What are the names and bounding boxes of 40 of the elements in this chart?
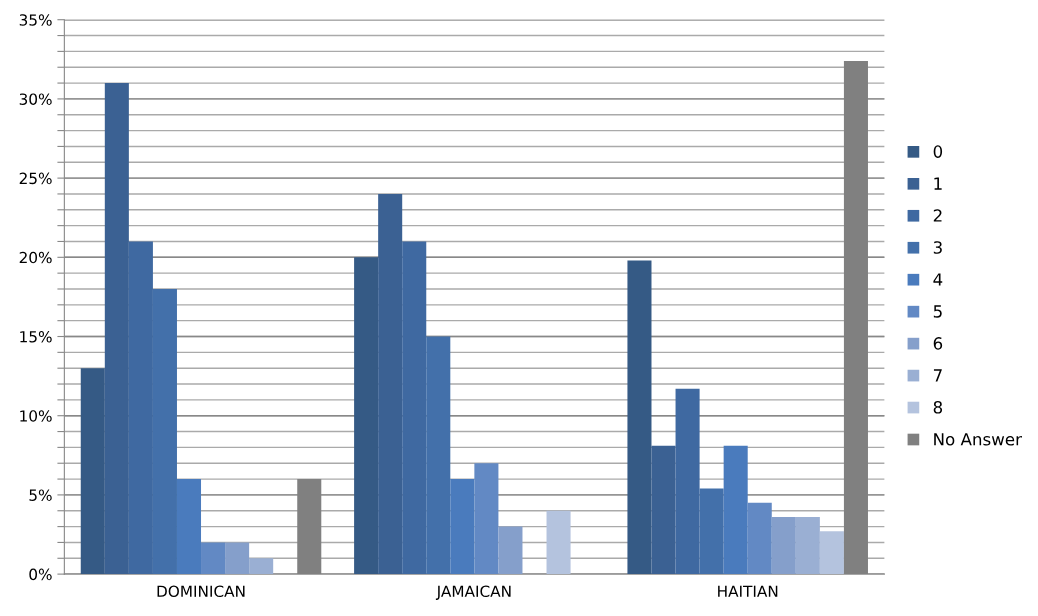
- bar: [450, 479, 475, 575]
- legend-label: 0: [933, 145, 943, 158]
- y-tick-label: 35%: [19, 14, 52, 26]
- bar: [201, 542, 226, 575]
- bar: [771, 517, 796, 575]
- legend-label: No Answer: [934, 433, 1022, 446]
- bar: [498, 526, 523, 575]
- bar: [723, 445, 748, 575]
- bar: [651, 445, 676, 575]
- x-tick-label: JAMAICAN: [435, 585, 511, 600]
- bar: [225, 542, 250, 575]
- bar: [474, 463, 499, 575]
- bar: [747, 502, 772, 575]
- legend-label: 3: [933, 241, 942, 254]
- y-tick-label: 0%: [29, 568, 52, 581]
- legend-label: 6: [933, 337, 943, 350]
- legend-label: 2: [933, 209, 942, 222]
- x-tick-label: DOMINICAN: [157, 585, 245, 598]
- x-tick-label: HAITIAN: [718, 585, 778, 597]
- bar: [627, 260, 652, 575]
- bar: [80, 368, 105, 575]
- y-tick-label: 10%: [20, 410, 52, 422]
- y-tick-label: 5%: [29, 489, 52, 501]
- legend-label: 5: [933, 305, 942, 318]
- legend-label: 8: [933, 401, 943, 414]
- bar: [249, 558, 274, 575]
- y-tick-label: 25%: [19, 172, 52, 185]
- bar: [354, 257, 379, 575]
- bar: [819, 531, 844, 575]
- bar: [378, 193, 403, 575]
- bar: [176, 479, 202, 575]
- legend-label: 4: [933, 273, 943, 286]
- bar: [795, 517, 820, 575]
- y-tick-label: 30%: [19, 93, 52, 105]
- bar: [546, 510, 571, 575]
- bar: [104, 83, 129, 575]
- y-tick-label: 15%: [20, 330, 52, 343]
- legend-label: 1: [934, 177, 942, 190]
- y-tick-label: 20%: [19, 251, 52, 264]
- legend-label: 7: [933, 369, 942, 382]
